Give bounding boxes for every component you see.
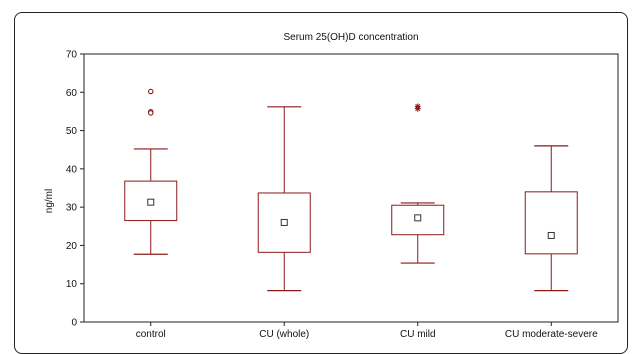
outlier-point [149,111,153,115]
mean-marker [281,219,287,225]
x-tick-label: CU moderate-severe [505,329,598,340]
y-tick-label: 30 [66,203,78,214]
x-tick-label: control [136,329,166,340]
y-tick-label: 60 [66,88,78,99]
chart-title: Serum 25(OH)D concentration [283,32,418,43]
x-axis: control CU (whole) CU mild CU moderate-seve… [136,322,598,340]
y-tick-label: 50 [66,126,78,137]
box-group [125,89,177,254]
outlier-point [149,89,153,93]
mean-marker [415,215,421,221]
y-tick-label: 10 [66,279,78,290]
y-tick-label: 70 [66,50,78,61]
y-axis: 0 10 20 30 40 50 60 70 [66,50,84,329]
y-axis-title: ng/ml [44,189,55,213]
extreme-point [415,106,421,112]
x-tick-label: CU mild [400,329,436,340]
boxplot-chart: Serum 25(OH)D concentration ng/ml 0 10 20 3… [15,13,627,353]
box-group [392,103,444,263]
mean-marker [148,199,154,205]
chart-frame: Serum 25(OH)D concentration ng/ml 0 10 20 3… [14,12,628,354]
y-tick-label: 40 [66,164,78,175]
y-tick-label: 20 [66,241,78,252]
mean-marker [548,232,554,238]
box-group [258,107,310,291]
boxes [125,89,578,290]
box-group [525,146,577,291]
y-tick-label: 0 [71,318,77,329]
iqr-box [525,192,577,254]
x-tick-label: CU (whole) [259,329,309,340]
